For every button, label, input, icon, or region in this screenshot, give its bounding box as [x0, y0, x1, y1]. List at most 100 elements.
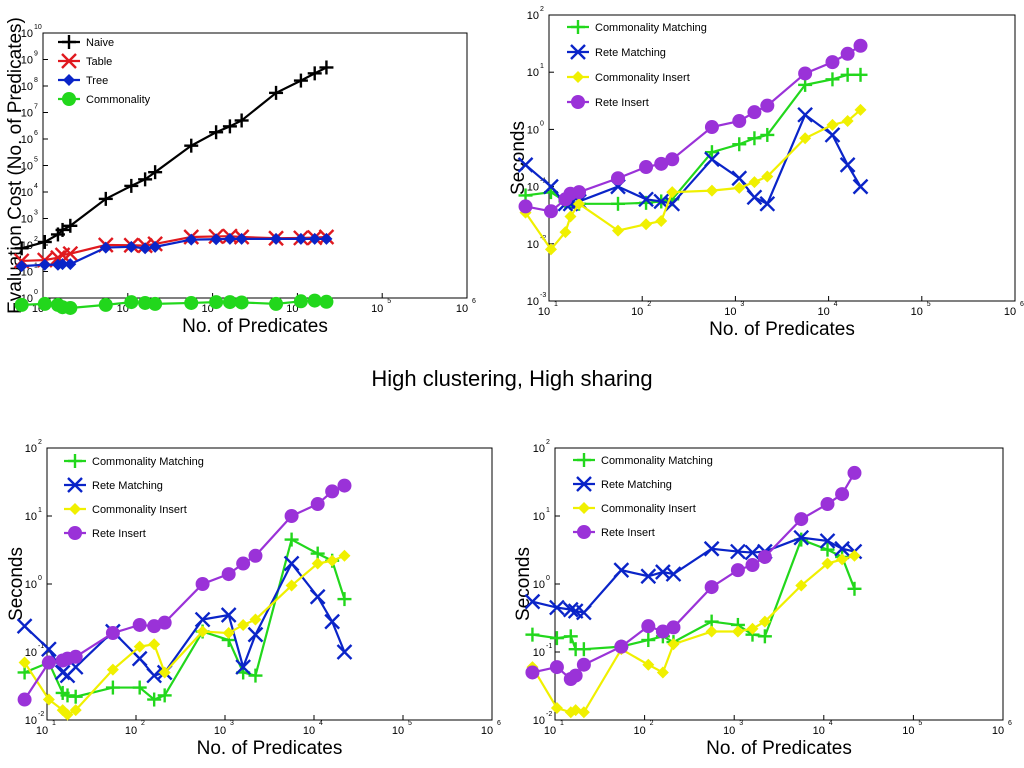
data-point: [248, 668, 263, 683]
data-point: [41, 655, 56, 670]
x-tick-exponent: 6: [497, 720, 501, 727]
data-point: [611, 196, 626, 211]
data-point: [125, 240, 138, 253]
data-point: [234, 113, 249, 128]
data-point: [320, 232, 333, 245]
data-point: [133, 640, 146, 653]
x-tick-exponent: 2: [647, 301, 651, 308]
data-point: [68, 649, 83, 664]
x-tick-label: 10: [631, 306, 643, 318]
data-point: [326, 554, 339, 567]
y-tick-exponent: 0: [540, 120, 544, 127]
data-point: [836, 553, 849, 566]
data-point: [848, 549, 861, 562]
plot-frame: [42, 32, 468, 299]
x-tick-label: 10: [817, 306, 829, 318]
data-point: [760, 98, 775, 113]
x-tick-label: 10: [724, 306, 736, 318]
data-point: [794, 512, 809, 527]
data-point: [732, 137, 747, 152]
x-tick-label: 10: [36, 725, 48, 737]
legend-label: Commonality: [86, 94, 151, 106]
y-tick-exponent: 10: [34, 24, 42, 31]
data-point: [18, 656, 31, 669]
data-point: [269, 85, 284, 100]
data-point: [293, 294, 308, 309]
legend-label: Rete Insert: [92, 528, 146, 540]
x-tick-exponent: 6: [472, 298, 476, 305]
series-commonality-insert: [18, 549, 351, 721]
data-point: [37, 234, 52, 249]
plot-frame: [548, 14, 1016, 302]
y-tick-label: 10: [527, 182, 539, 194]
y-tick-label: 10: [25, 579, 37, 591]
series-commonality-insert: [526, 549, 861, 719]
data-point: [64, 258, 77, 271]
legend-item: Rete Insert: [567, 95, 649, 109]
data-point: [220, 607, 237, 623]
legend-item: Commonality Matching: [573, 453, 713, 467]
series-line: [525, 73, 861, 205]
y-tick-label: 10: [21, 55, 33, 67]
data-point: [16, 618, 33, 634]
data-point: [124, 295, 139, 310]
x-tick-label: 10: [481, 725, 493, 737]
data-point: [319, 294, 334, 309]
x-tick-exponent: 1: [560, 720, 564, 727]
legend-label: Commonality Insert: [601, 503, 696, 515]
data-point: [184, 138, 199, 153]
y-tick-label: 10: [21, 161, 33, 173]
data-point: [63, 218, 78, 233]
data-point: [337, 592, 352, 607]
data-point: [841, 115, 854, 128]
data-point: [222, 627, 235, 640]
x-tick-exponent: 1: [52, 720, 56, 727]
data-point: [285, 579, 298, 592]
data-point: [14, 297, 29, 312]
data-point: [42, 693, 55, 706]
data-point: [642, 658, 655, 671]
data-point: [853, 67, 868, 82]
x-tick-exponent: 5: [927, 301, 931, 308]
data-point: [68, 689, 83, 704]
data-point: [825, 55, 840, 70]
y-tick-label: 10: [533, 443, 545, 455]
y-tick-exponent: 0: [34, 289, 38, 296]
legend-label: Rete Insert: [595, 97, 649, 109]
data-point: [639, 160, 654, 175]
data-point: [37, 296, 52, 311]
x-tick-label: 10: [214, 725, 226, 737]
data-point: [185, 233, 198, 246]
data-point: [337, 478, 352, 493]
data-point: [284, 532, 299, 547]
data-point: [543, 204, 558, 219]
data-point: [307, 66, 322, 81]
data-point: [324, 613, 341, 630]
data-point: [704, 580, 719, 595]
data-point: [247, 626, 264, 643]
y-tick-label: 10: [25, 715, 37, 727]
data-point: [757, 629, 772, 644]
series-line: [532, 538, 856, 651]
data-point: [139, 242, 152, 255]
data-point: [835, 487, 850, 502]
data-point: [820, 542, 835, 557]
legend-marker: [68, 526, 82, 540]
data-point: [325, 484, 340, 499]
y-tick-label: 10: [21, 81, 33, 93]
x-tick-exponent: 3: [740, 301, 744, 308]
data-point: [60, 688, 75, 703]
y-tick-label: 10: [527, 10, 539, 22]
data-point: [55, 222, 70, 237]
data-point: [655, 624, 670, 639]
data-point: [732, 114, 747, 129]
legend-label: Rete Insert: [601, 527, 655, 539]
data-point: [665, 152, 680, 167]
y-tick-exponent: -1: [546, 643, 552, 650]
y-tick-exponent: 7: [34, 104, 38, 111]
y-tick-exponent: 2: [546, 439, 550, 446]
data-point: [564, 210, 577, 223]
data-point: [210, 233, 223, 246]
data-point: [158, 666, 171, 679]
